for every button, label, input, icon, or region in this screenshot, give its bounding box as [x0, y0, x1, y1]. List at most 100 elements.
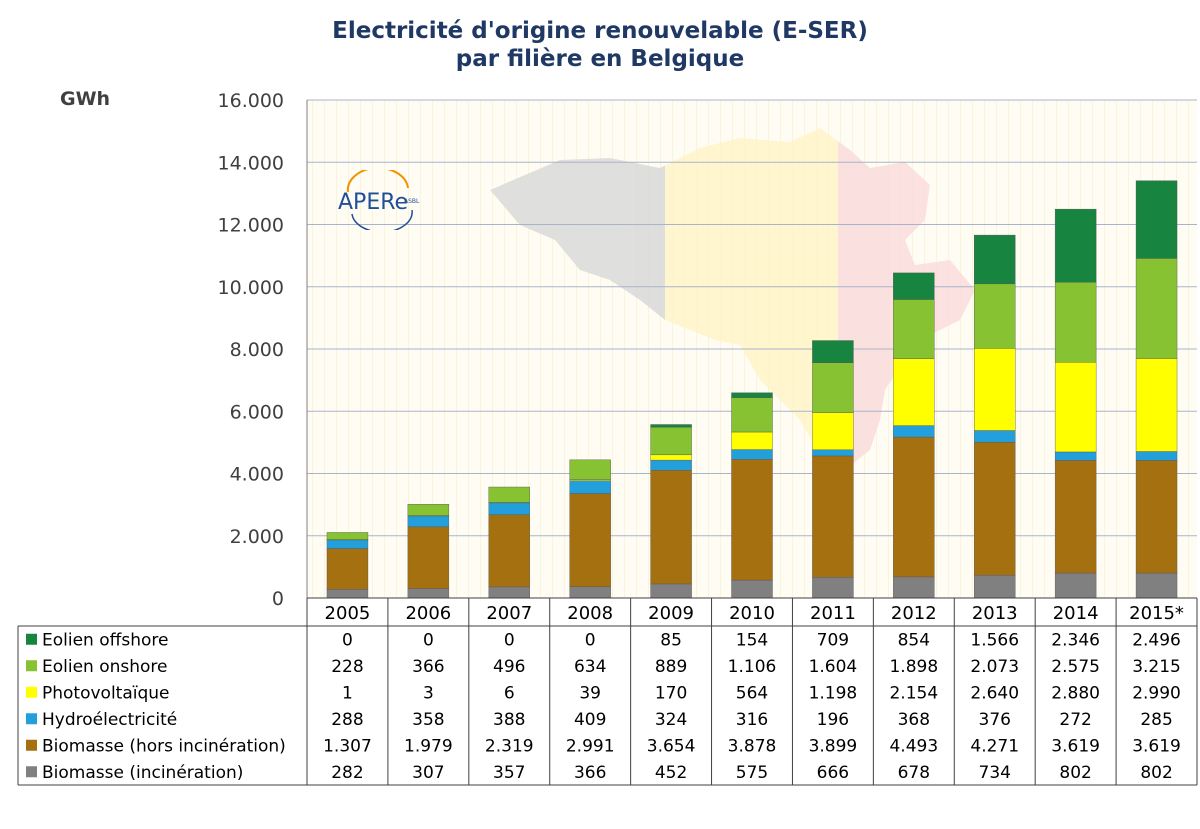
table-cell-value: 1.106 — [728, 657, 777, 677]
bar-segment — [812, 455, 854, 578]
table-cell-value: 854 — [898, 630, 930, 650]
bar-segment — [407, 526, 450, 589]
bar-segment — [1054, 281, 1097, 363]
legend-label: Eolien offshore — [42, 630, 168, 650]
bar-segment — [731, 392, 773, 398]
table-cell-value: 734 — [979, 763, 1011, 783]
table-cell-value: 709 — [817, 630, 849, 650]
y-tick-label: 4.000 — [230, 464, 284, 486]
table-cell-value: 1.979 — [404, 736, 453, 756]
table-cell-value: 1.307 — [323, 736, 372, 756]
table-cell-value: 288 — [331, 710, 363, 730]
bar-segment — [569, 459, 611, 480]
bar-segment — [488, 486, 530, 503]
bar-segment — [569, 493, 611, 587]
bar-segment — [1054, 460, 1097, 574]
table-cell-value: 6 — [504, 683, 515, 703]
bar-segment — [569, 586, 611, 599]
bar-segment — [812, 577, 854, 599]
table-cell-value: 2.575 — [1051, 657, 1100, 677]
bar-segment — [569, 480, 611, 494]
table-cell-value: 2.640 — [970, 683, 1019, 703]
table-cell-value: 1.898 — [889, 657, 938, 677]
table-cell-value: 307 — [412, 763, 444, 783]
table-cell-value: 666 — [817, 763, 849, 783]
table-cell-value: 496 — [493, 657, 525, 677]
table-cell-value: 4.271 — [970, 736, 1019, 756]
y-tick-label: 10.000 — [218, 277, 284, 299]
bar-segment — [1054, 362, 1097, 453]
y-tick-label: 14.000 — [218, 152, 284, 174]
legend-label: Biomasse (hors incinération) — [42, 736, 286, 756]
bar-segment — [893, 576, 935, 599]
table-cell-value: 634 — [574, 657, 606, 677]
table-cell-value: 282 — [331, 763, 363, 783]
table-cell-value: 409 — [574, 710, 606, 730]
bar-segment — [893, 436, 935, 578]
x-tick-label: 2014 — [1053, 603, 1099, 624]
table-cell-value: 368 — [898, 710, 930, 730]
table-cell-value: 366 — [574, 763, 606, 783]
legend-swatch — [26, 686, 37, 698]
bar-segment — [1135, 258, 1178, 359]
table-cell-value: 228 — [331, 657, 363, 677]
table-cell-value: 196 — [817, 710, 849, 730]
table-cell-value: 3.899 — [809, 736, 858, 756]
table-cell-value: 564 — [736, 683, 768, 703]
chart-title: Electricité d'origine renouvelable (E-SE… — [332, 18, 868, 44]
table-cell-value: 2.880 — [1051, 683, 1100, 703]
bar-segment — [650, 583, 692, 599]
bar-segment — [650, 424, 692, 428]
table-cell-value: 2.319 — [485, 736, 534, 756]
table-cell-value: 452 — [655, 763, 687, 783]
bar-segment — [731, 579, 773, 599]
bar-segment — [650, 454, 692, 461]
apere-logo: APERe ASBL — [338, 170, 428, 230]
table-cell-value: 1 — [342, 683, 353, 703]
table-cell-value: 85 — [660, 630, 682, 650]
x-tick-label: 2010 — [729, 603, 775, 624]
legend-label: Hydroélectricité — [42, 710, 177, 730]
bar-segment — [812, 362, 854, 413]
legend-swatch — [26, 713, 37, 725]
table-cell-value: 2.154 — [889, 683, 938, 703]
table-cell-value: 0 — [504, 630, 515, 650]
table-cell-value: 3.619 — [1132, 736, 1181, 756]
bar-segment — [326, 532, 369, 540]
y-tick-label: 8.000 — [230, 339, 284, 361]
table-cell-value: 316 — [736, 710, 768, 730]
table-cell-value: 154 — [736, 630, 768, 650]
table-cell-value: 2.073 — [970, 657, 1019, 677]
table-cell-value: 575 — [736, 763, 768, 783]
bar-segment — [488, 514, 530, 588]
legend-swatch — [26, 633, 37, 645]
legend-label: Photovoltaïque — [42, 683, 170, 703]
x-tick-label: 2015* — [1129, 603, 1184, 624]
legend-swatch — [26, 660, 37, 672]
bar-segment — [1054, 572, 1097, 599]
x-tick-label: 2005 — [325, 603, 371, 624]
bar-segment — [407, 588, 450, 599]
bar-segment — [1054, 451, 1097, 461]
table-cell-value: 39 — [579, 683, 601, 703]
bar-segment — [974, 442, 1016, 576]
table-cell-value: 4.493 — [889, 736, 938, 756]
table-cell-value: 802 — [1140, 763, 1172, 783]
bar-segment — [1135, 451, 1178, 461]
bar-segment — [893, 425, 935, 438]
table-cell-value: 388 — [493, 710, 525, 730]
bar-segment — [1135, 180, 1178, 259]
y-tick-label: 2.000 — [230, 526, 284, 548]
x-tick-label: 2009 — [648, 603, 694, 624]
x-tick-label: 2007 — [486, 603, 532, 624]
table-cell-value: 0 — [423, 630, 434, 650]
bar-segment — [326, 589, 369, 599]
y-tick-label: 0 — [272, 588, 284, 610]
bar-segment — [974, 574, 1016, 599]
bar-segment — [1135, 358, 1178, 452]
legend-label: Biomasse (incinération) — [42, 763, 243, 783]
table-cell-value: 802 — [1059, 763, 1091, 783]
table-cell-value: 358 — [412, 710, 444, 730]
x-tick-label: 2006 — [405, 603, 451, 624]
table-cell-value: 170 — [655, 683, 687, 703]
